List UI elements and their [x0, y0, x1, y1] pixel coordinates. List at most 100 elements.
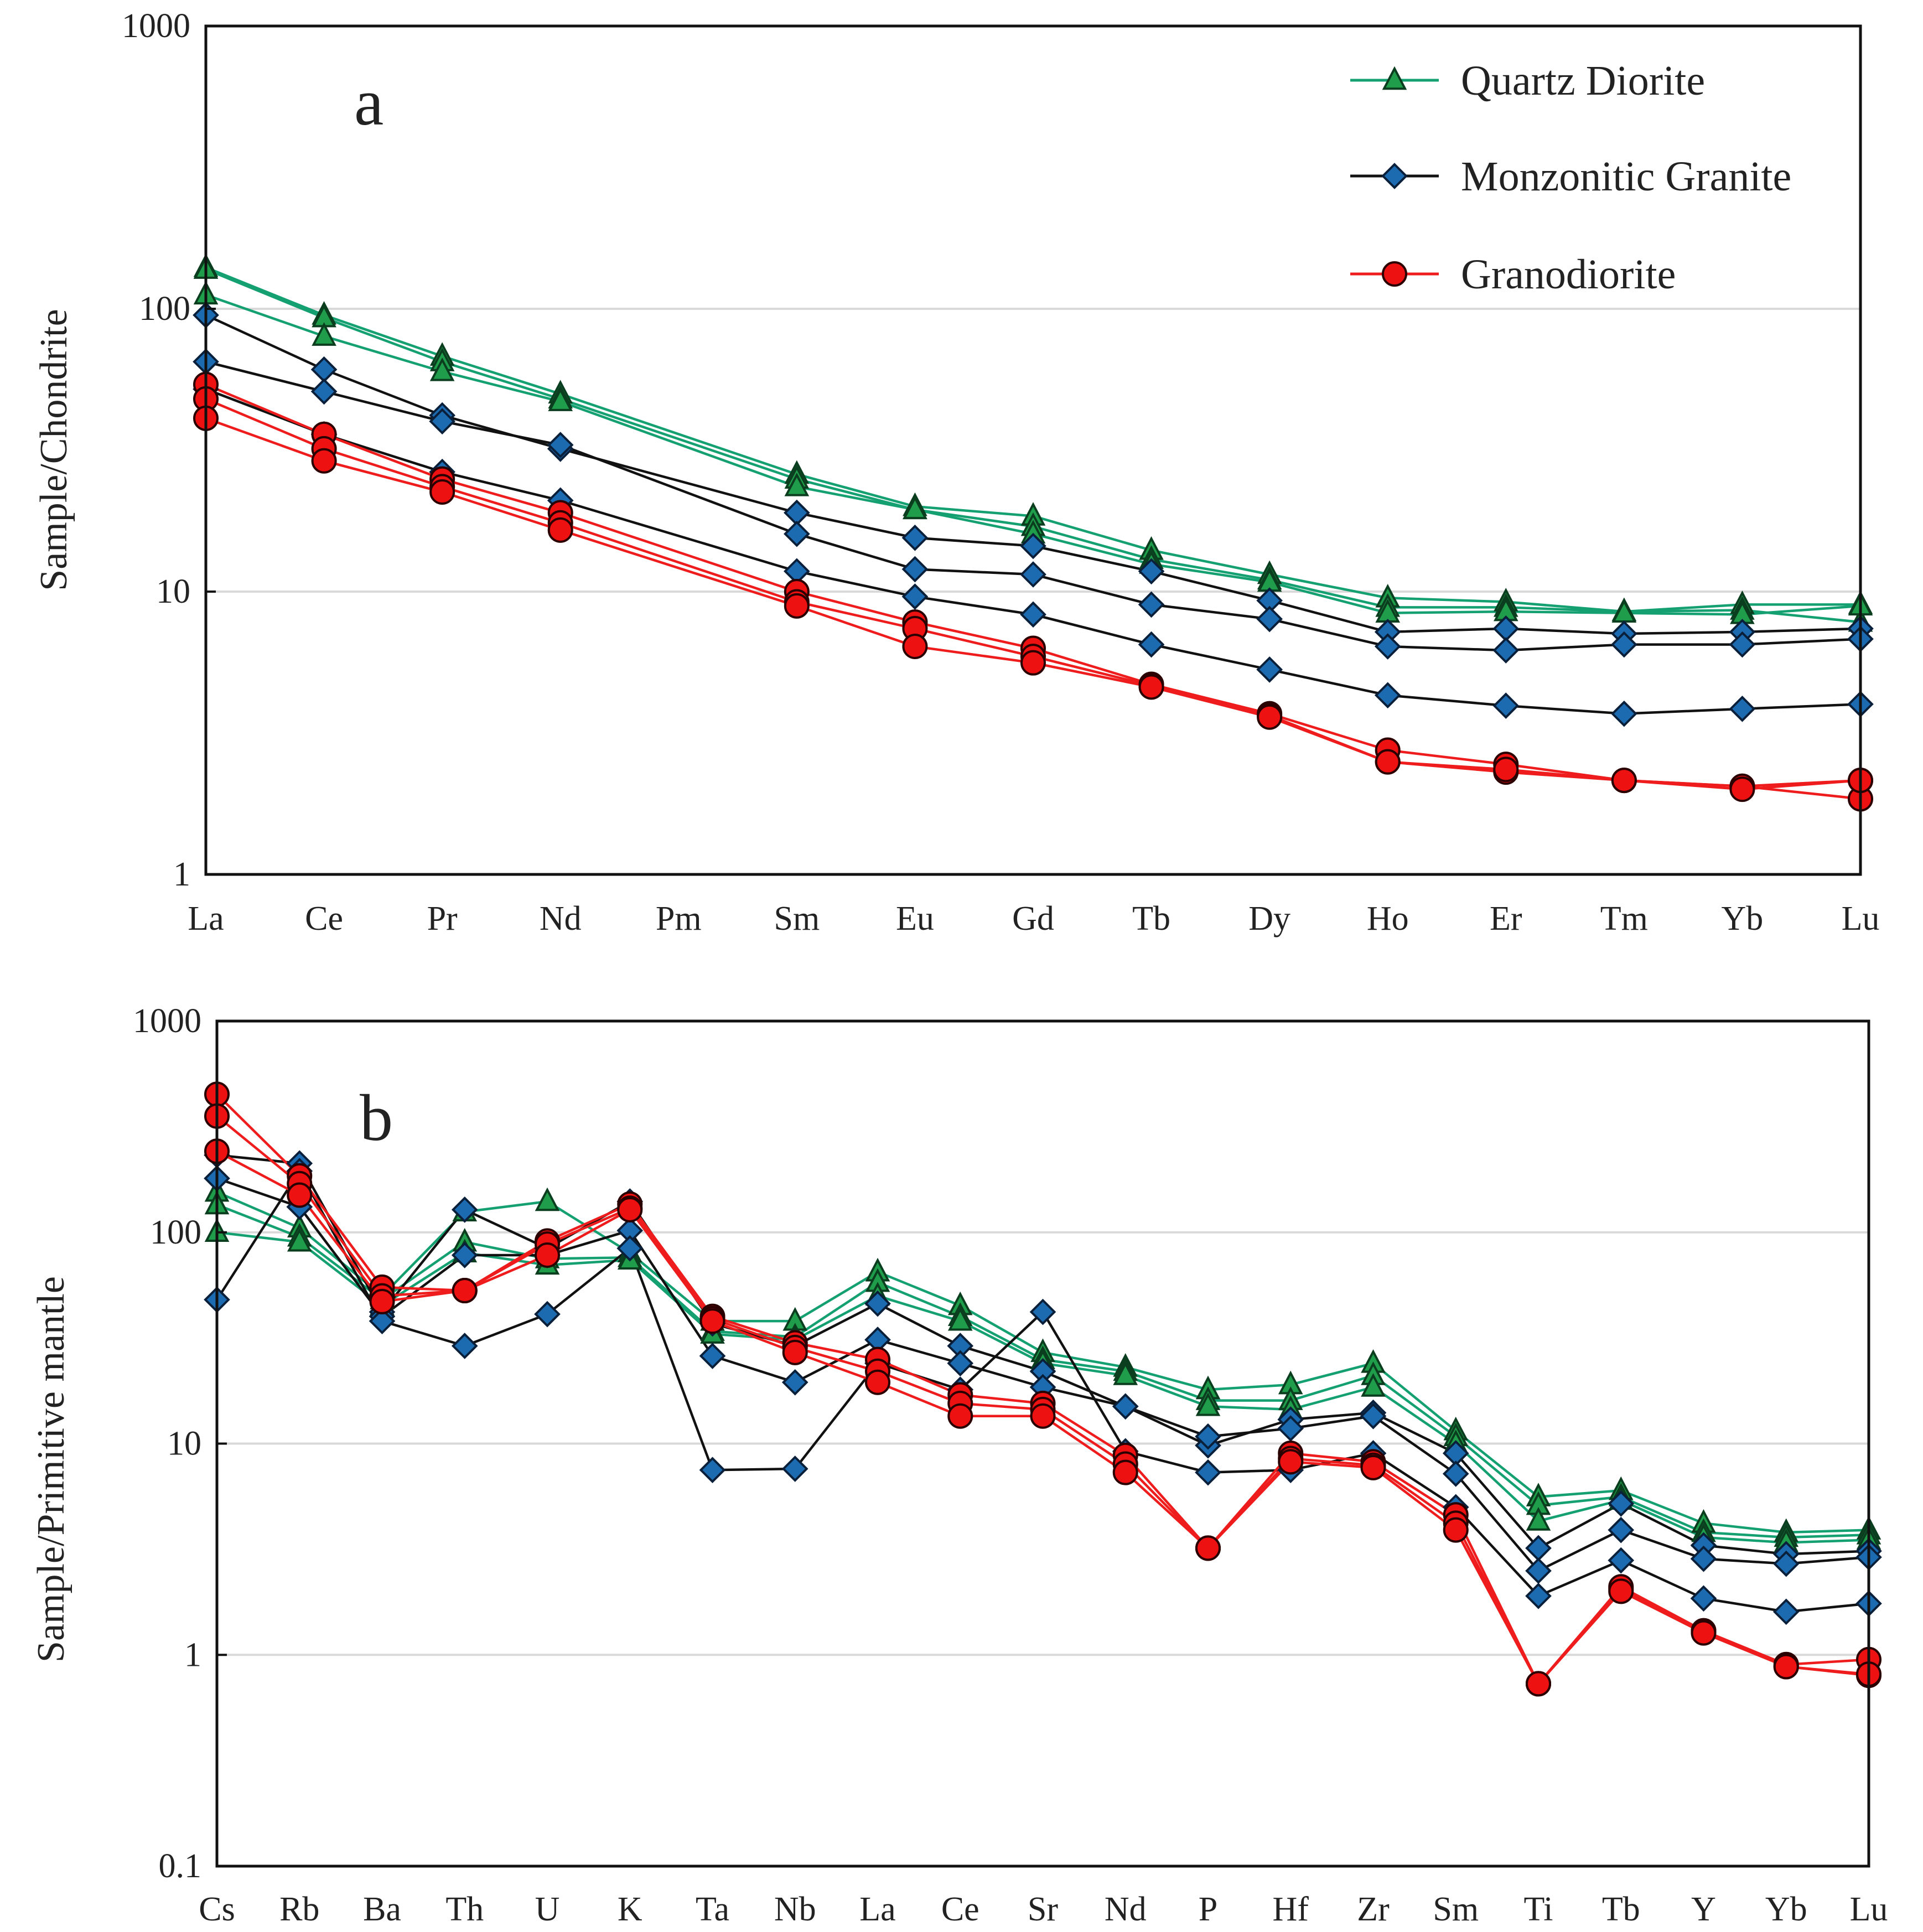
data-point-mg-ti	[1525, 1557, 1552, 1584]
x-tick-label-ba: Ba	[363, 1890, 401, 1928]
data-point-mg-yb	[1729, 696, 1756, 722]
data-point-mg-u	[534, 1301, 561, 1328]
series-line-mg-5	[205, 360, 1861, 652]
x-tick-label-tb: Tb	[1132, 900, 1170, 937]
data-point-qd-nd	[548, 387, 573, 411]
series-line-qd-3	[205, 293, 1861, 616]
data-point-gd-sm	[784, 593, 810, 619]
data-point-gd-y	[1691, 1620, 1717, 1646]
data-point-mg-hf	[1277, 1415, 1304, 1442]
data-point-gd-er	[1493, 757, 1519, 783]
data-point-mg-tb	[1608, 1516, 1635, 1543]
panel-a-gridlines	[206, 308, 1860, 593]
legend-label-gd: Granodiorite	[1461, 251, 1676, 298]
y-tick-label: 1	[184, 1636, 201, 1674]
y-tick-label: 1000	[133, 1002, 201, 1040]
data-point-mg-th	[451, 1242, 478, 1268]
data-point-mg-tm	[1611, 700, 1637, 727]
data-point-qd-ce	[947, 1307, 973, 1331]
data-point-mg-ba	[369, 1308, 396, 1334]
x-tick-label-nd: Nd	[540, 900, 582, 937]
panel-a-series-lines	[205, 266, 1861, 800]
x-tick-label-y: Y	[1691, 1890, 1716, 1928]
data-point-mg-la	[864, 1290, 891, 1317]
x-tick-label-yb: Yb	[1722, 900, 1764, 937]
series-line-mg-4	[205, 314, 1861, 635]
data-point-mg-nb	[781, 1369, 808, 1396]
data-point-gd-ta	[699, 1308, 725, 1334]
panel-b-label: b	[360, 1081, 393, 1154]
data-point-gd-la	[865, 1369, 890, 1395]
data-point-gd-nb	[782, 1339, 808, 1365]
x-tick-label-zr: Zr	[1357, 1890, 1390, 1928]
x-tick-label-ta: Ta	[696, 1890, 729, 1928]
data-point-mg-tb	[1608, 1547, 1635, 1574]
data-point-qd-ti	[1526, 1507, 1551, 1531]
x-tick-label-la: La	[859, 1890, 895, 1928]
panel-b-gridlines	[217, 1231, 1869, 1656]
x-tick-label-u: U	[535, 1890, 560, 1928]
panel-a-x-tick-labels: La Ce Pr Nd Pm Sm Eu Gd Tb Dy Ho Er Tm Yb Lu	[188, 900, 1879, 937]
panel-b-y-tick-labels: 0.1 1 10 100 1000	[133, 1002, 227, 1885]
panel-a-markers	[193, 253, 1874, 812]
x-tick-label-ho: Ho	[1367, 900, 1409, 937]
data-point-mg-ho	[1374, 682, 1401, 709]
data-point-gd-yb	[1729, 776, 1755, 802]
data-point-gd-p	[1195, 1535, 1221, 1561]
x-tick-label-sm: Sm	[774, 900, 820, 937]
data-point-gd-tb	[1138, 674, 1164, 700]
x-tick-label-p: P	[1199, 1890, 1217, 1928]
series-line-mg-6	[205, 388, 1861, 715]
panel-a-label: a	[354, 65, 383, 139]
panel-b-x-tick-labels: Cs Rb Ba Th U K Ta Nb La Ce Sr Nd P Hf Zr Sm Ti Tb Y Yb Lu	[199, 1890, 1888, 1928]
series-line-qd-2	[205, 268, 1861, 624]
data-point-gd-tb	[1608, 1578, 1634, 1604]
x-tick-label-ce: Ce	[305, 900, 343, 937]
x-tick-label-yb: Yb	[1765, 1890, 1807, 1928]
y-tick-label: 100	[139, 290, 190, 328]
data-point-gd-k	[617, 1197, 643, 1223]
x-tick-label-th: Th	[445, 1890, 484, 1928]
data-point-gd-dy	[1257, 704, 1283, 730]
data-point-qd-rb	[287, 1227, 312, 1252]
data-point-gd-sr	[1030, 1403, 1056, 1429]
x-tick-label-lu: Lu	[1850, 1890, 1888, 1928]
x-tick-label-er: Er	[1490, 900, 1522, 937]
data-point-mg-th	[451, 1196, 478, 1223]
data-point-mg-yb	[1729, 631, 1756, 658]
x-tick-label-pm: Pm	[656, 900, 702, 937]
data-point-gd-th	[452, 1278, 478, 1304]
data-point-mg-tb	[1608, 1490, 1635, 1517]
x-tick-label-gd: Gd	[1012, 900, 1054, 937]
x-tick-label-k: K	[618, 1890, 642, 1928]
data-point-mg-zr	[1360, 1402, 1387, 1429]
y-tick-label: 100	[150, 1214, 201, 1251]
data-point-qd-pr	[429, 357, 455, 381]
data-point-mg-y	[1690, 1545, 1717, 1572]
data-point-mg-ce	[947, 1350, 974, 1377]
data-point-gd-ba	[369, 1288, 395, 1314]
data-point-mg-y	[1690, 1585, 1717, 1612]
data-point-mg-pr	[429, 408, 455, 435]
data-point-mg-yb	[1772, 1598, 1800, 1625]
panel-a-y-tick-labels: 1 10 100 1000	[122, 7, 216, 893]
data-point-gd-zr	[1360, 1454, 1386, 1480]
data-point-gd-pr	[429, 479, 455, 505]
x-tick-label-ti: Ti	[1524, 1890, 1553, 1928]
data-point-gd-gd	[1020, 650, 1046, 676]
data-point-mg-tb	[1138, 591, 1165, 618]
x-tick-label-hf: Hf	[1273, 1890, 1309, 1928]
data-point-qd-ce	[312, 322, 336, 346]
panel-b-markers	[204, 1081, 1882, 1697]
data-point-gd-u	[535, 1242, 560, 1268]
x-tick-label-tb: Tb	[1602, 1890, 1640, 1928]
data-point-mg-nd	[1112, 1393, 1139, 1420]
data-point-gd-ce	[947, 1403, 973, 1429]
x-tick-label-ce: Ce	[941, 1890, 979, 1928]
data-point-mg-sr	[1029, 1298, 1056, 1325]
data-point-mg-eu	[901, 556, 929, 583]
data-point-gd-ti	[1526, 1671, 1551, 1697]
data-point-qd-sm	[784, 472, 810, 496]
data-point-mg-nb	[781, 1456, 808, 1482]
legend-marker-qd	[1382, 66, 1407, 90]
